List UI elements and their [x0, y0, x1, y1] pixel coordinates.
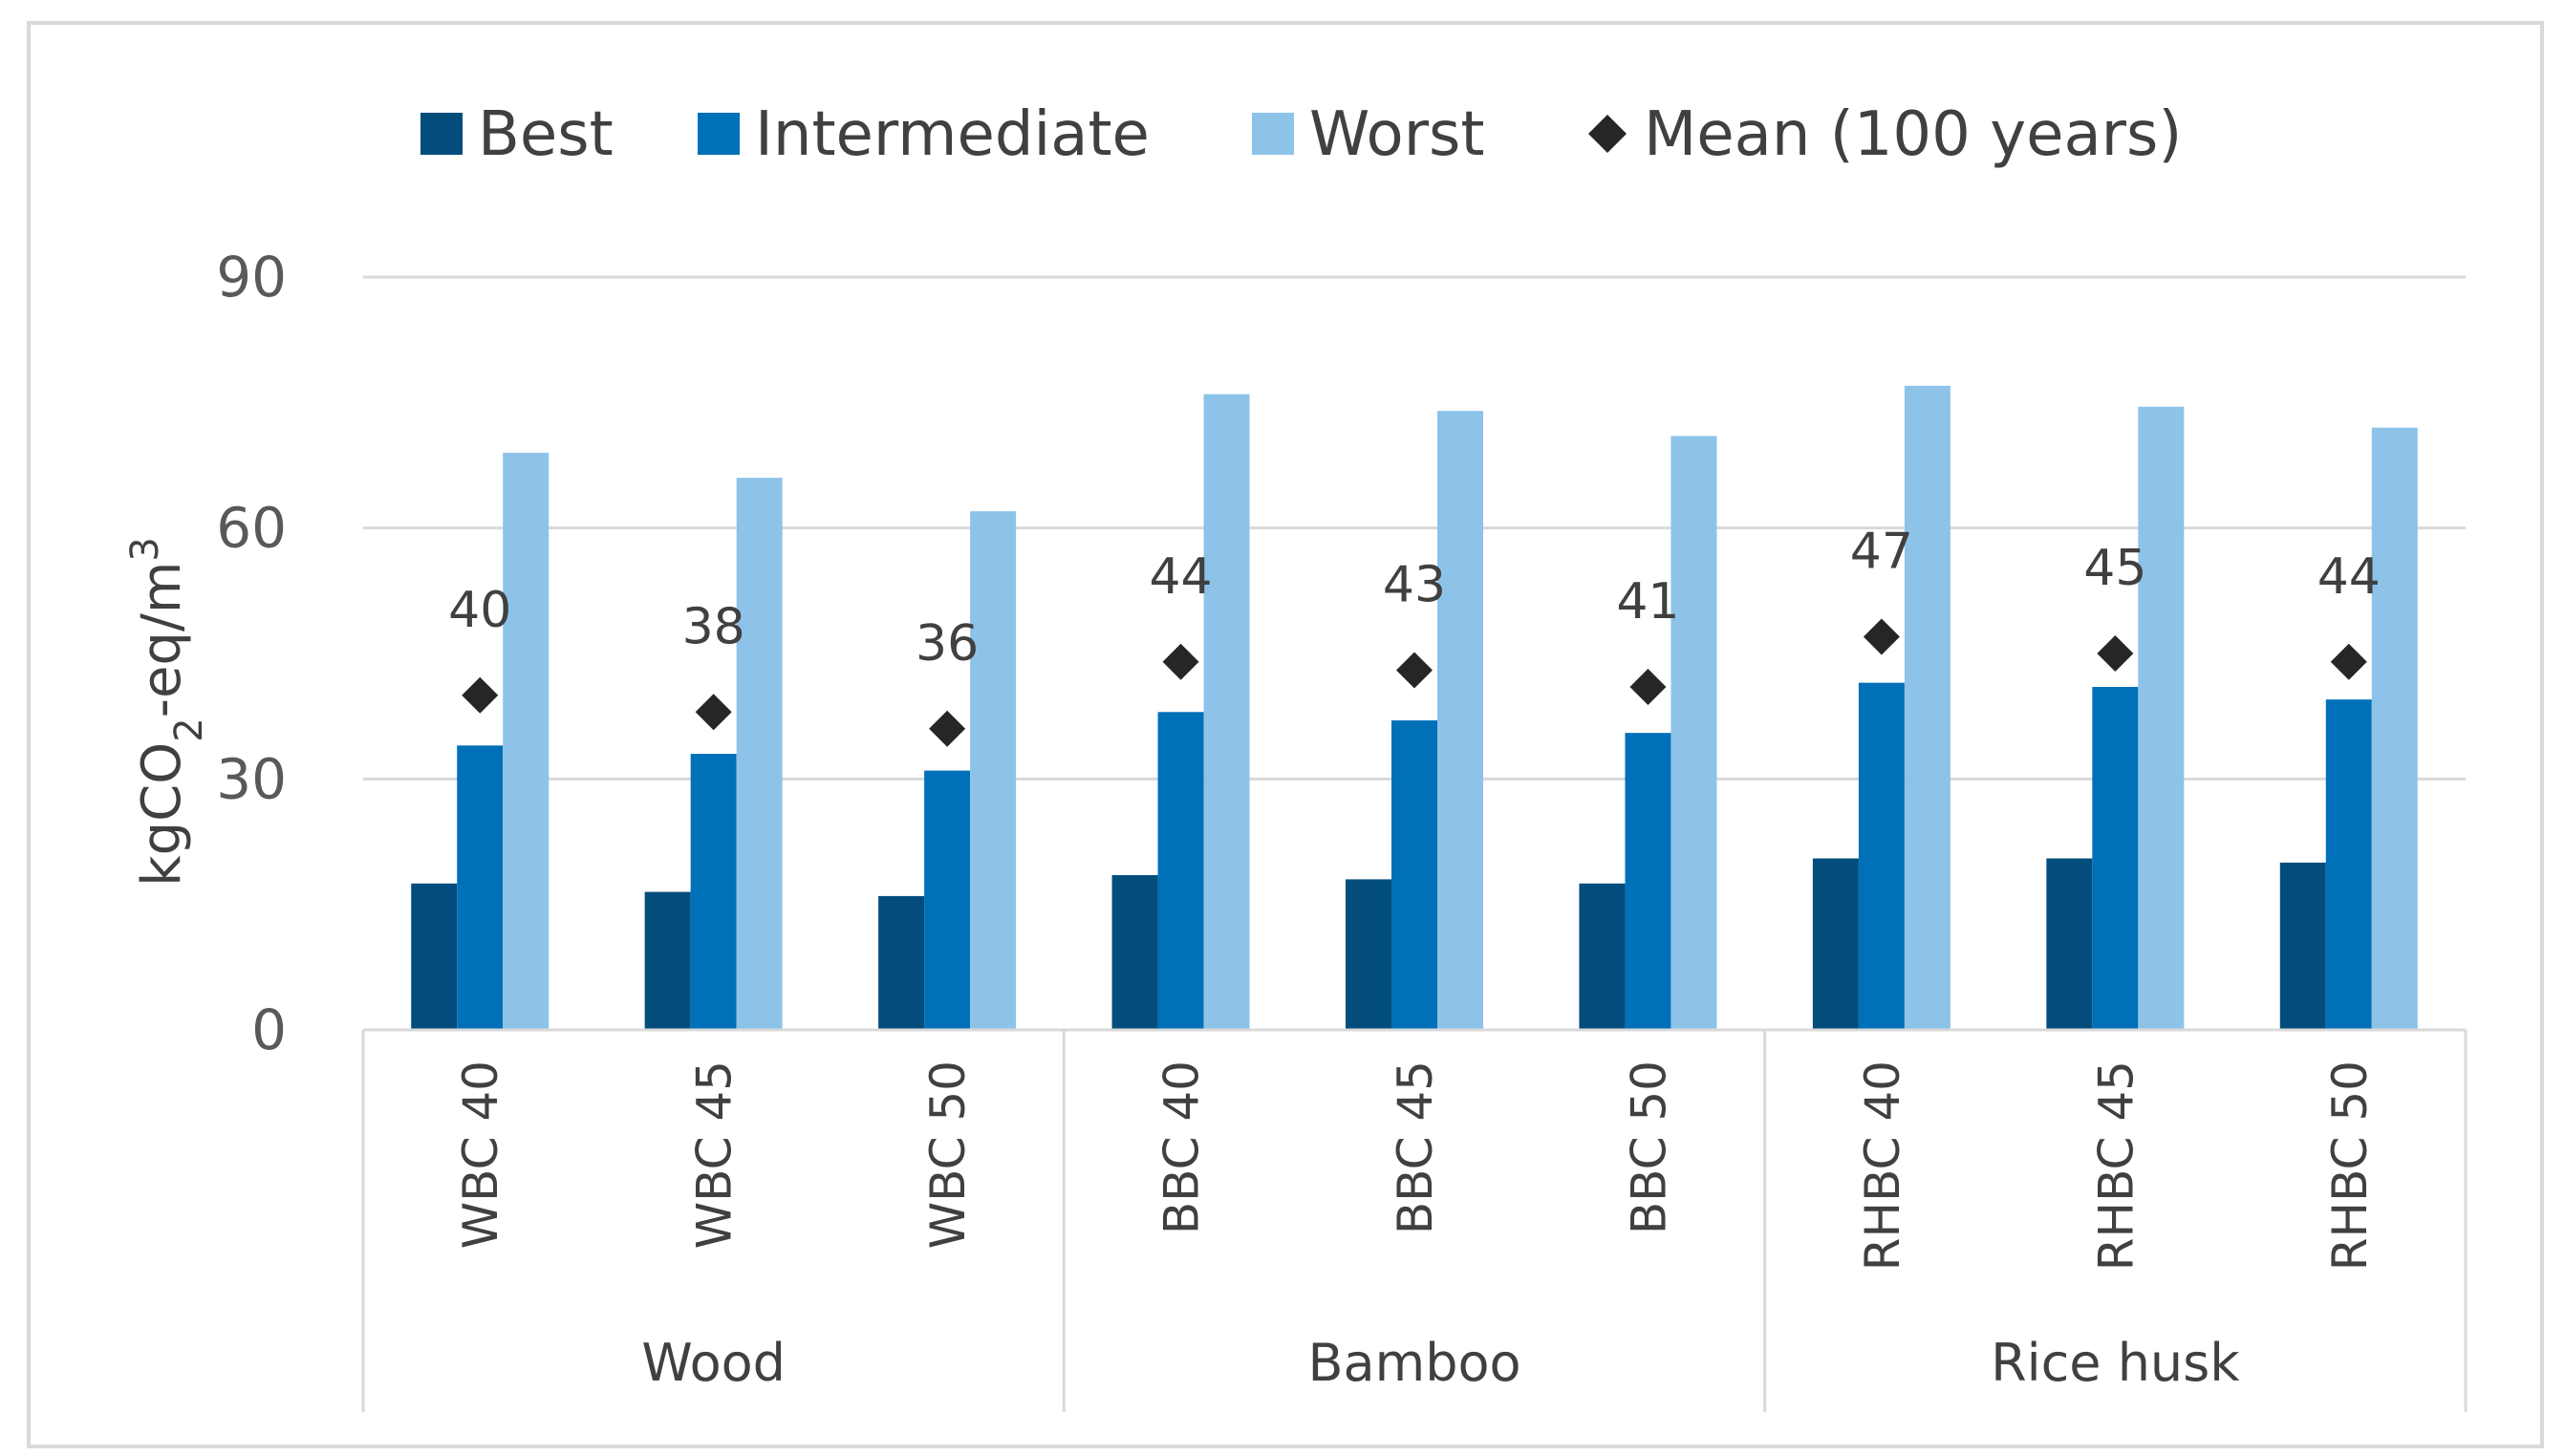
legend-swatch	[420, 113, 463, 155]
bar-worst	[736, 478, 783, 1031]
x-tick-label: BBC 40	[1154, 1060, 1210, 1234]
legend-swatch	[1252, 113, 1294, 155]
mean-marker	[695, 694, 732, 731]
bars	[411, 385, 2418, 1031]
bar-worst	[1904, 385, 1951, 1030]
x-tick-label: WBC 50	[920, 1060, 976, 1249]
bar-worst	[1670, 436, 1717, 1030]
mean-data-label: 45	[2083, 540, 2146, 597]
bar-intermediate	[1625, 733, 1671, 1030]
bar-best	[878, 895, 925, 1030]
mean-data-label: 41	[1616, 573, 1679, 631]
x-tick-label: BBC 50	[1621, 1060, 1676, 1234]
bar-intermediate	[1391, 720, 1437, 1030]
group-label: Bamboo	[1307, 1333, 1520, 1393]
x-tick-label: BBC 45	[1388, 1060, 1443, 1234]
gridlines: 0 30 60 90	[216, 245, 2466, 1062]
bar-best	[2279, 862, 2326, 1030]
bar-intermediate	[690, 754, 737, 1030]
mean-marker	[1162, 643, 1199, 680]
bar-intermediate	[1157, 712, 1204, 1030]
bar-worst	[970, 511, 1017, 1030]
mean-data-label: 43	[1383, 557, 1446, 614]
legend-label: Worst	[1309, 99, 1484, 170]
bar-intermediate	[1858, 682, 1905, 1030]
bar-worst	[2371, 427, 2418, 1031]
legend-swatch	[698, 113, 740, 155]
mean-data-label: 36	[916, 615, 979, 673]
mean-data-label: 38	[682, 598, 745, 655]
bar-best	[644, 891, 691, 1030]
mean-data-label: 40	[448, 582, 511, 639]
legend-label: Best	[478, 99, 614, 170]
bar-best	[2046, 858, 2093, 1030]
bar-worst	[503, 452, 550, 1030]
bar-best	[1579, 883, 1626, 1030]
bar-intermediate	[457, 745, 504, 1030]
x-tick-label: RHBC 45	[2088, 1060, 2144, 1271]
bar-best	[1346, 879, 1391, 1030]
mean-marker	[1863, 618, 1900, 655]
group-label: Wood	[641, 1333, 786, 1393]
y-tick-label: 30	[216, 746, 287, 811]
mean-marker	[2330, 643, 2367, 680]
bar-intermediate	[2325, 699, 2372, 1030]
x-tick-label: RHBC 50	[2322, 1060, 2378, 1271]
bar-best	[1111, 875, 1158, 1030]
x-tick-label: WBC 40	[453, 1060, 508, 1249]
mean-marker	[462, 676, 499, 714]
mean-marker	[2097, 635, 2134, 672]
bar-intermediate	[2092, 687, 2139, 1030]
mean-data-label: 44	[1149, 548, 1212, 606]
mean-marker	[1629, 669, 1667, 706]
legend-label: Mean (100 years)	[1644, 99, 2182, 170]
bar-best	[411, 883, 458, 1030]
bar-best	[1812, 858, 1859, 1030]
mean-data-label: 47	[1850, 523, 1913, 580]
y-tick-label: 60	[216, 496, 287, 561]
x-tick-label: WBC 45	[687, 1060, 743, 1249]
group-label: Rice husk	[1991, 1333, 2240, 1393]
bar-worst	[2138, 406, 2185, 1030]
mean-marker	[929, 710, 966, 747]
mean-marker	[1396, 652, 1433, 689]
legend-label: Intermediate	[755, 99, 1150, 170]
y-tick-label: 0	[251, 997, 287, 1062]
mean-markers: 40 38 36 44 43 41 47 45 44	[448, 523, 2381, 747]
mean-data-label: 44	[2317, 548, 2381, 606]
bar-worst	[1203, 394, 1250, 1031]
bar-worst	[1437, 411, 1483, 1031]
y-tick-label: 90	[216, 245, 287, 310]
legend-swatch	[1588, 115, 1627, 153]
bar-intermediate	[924, 770, 971, 1030]
x-tick-label: RHBC 40	[1855, 1060, 1910, 1271]
legend: Best Intermediate Worst Mean (100 years)	[420, 99, 2182, 170]
x-axis: WBC 40 WBC 45 WBC 50 BBC 40 BBC 45 BBC 50 RHBC…	[361, 1028, 2468, 1412]
